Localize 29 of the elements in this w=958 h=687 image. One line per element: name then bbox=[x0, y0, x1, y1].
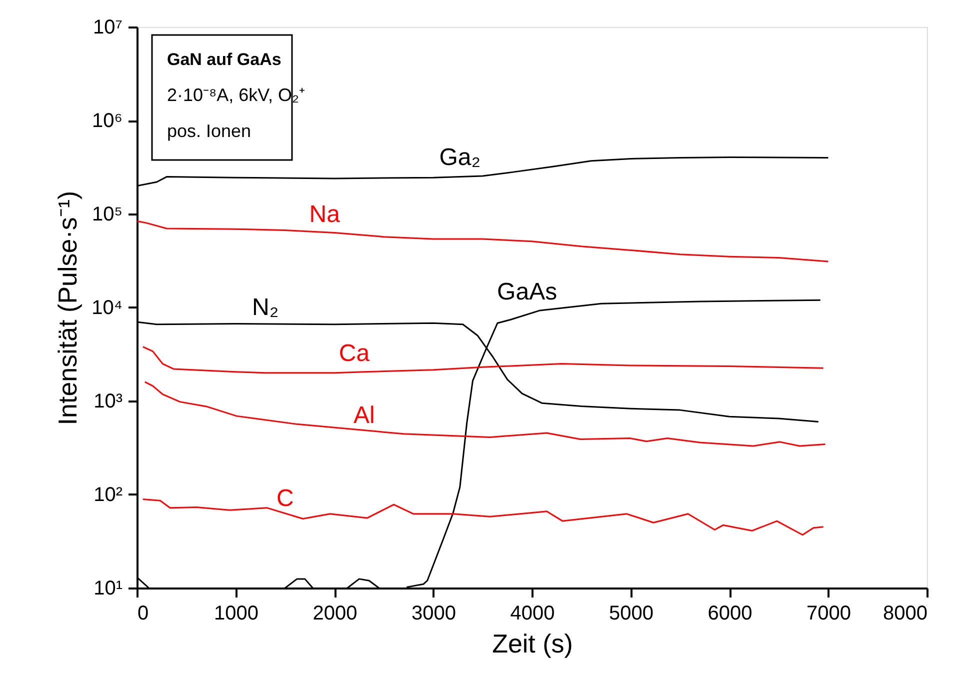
y-tick-label: 10¹ bbox=[94, 578, 123, 600]
y-axis-title: Intensität (Pulse·s⁻¹) bbox=[52, 190, 83, 426]
series-label: Ga₂ bbox=[439, 144, 481, 171]
series-label: C bbox=[276, 484, 294, 512]
x-tick-label: 0 bbox=[138, 602, 149, 624]
series-label: Al bbox=[353, 402, 375, 429]
text: GaN auf GaAs bbox=[167, 50, 282, 69]
y-tick-label: 10⁴ bbox=[92, 297, 122, 319]
x-tick-label: 1000 bbox=[214, 602, 258, 624]
x-tick-label: 7000 bbox=[806, 602, 851, 624]
y-tick-label: 10⁶ bbox=[92, 110, 122, 132]
x-axis-title: Zeit (s) bbox=[492, 628, 573, 658]
x-tick-label: 2000 bbox=[312, 602, 358, 624]
x-tick-label: 8000 bbox=[883, 602, 928, 624]
x-tick-label: 4000 bbox=[510, 602, 555, 624]
x-tick-label: 3000 bbox=[412, 602, 456, 624]
line-series bbox=[142, 346, 824, 374]
x-tick-label: 5000 bbox=[609, 602, 654, 624]
series-label: N₂ bbox=[252, 294, 279, 321]
x-tick-label: 6000 bbox=[708, 602, 752, 624]
series-label: GaAs bbox=[497, 278, 558, 306]
y-tick-label: 10⁷ bbox=[93, 16, 122, 38]
line-series bbox=[144, 381, 826, 447]
series-label: Ca bbox=[338, 340, 370, 367]
y-tick-label: 10³ bbox=[94, 390, 123, 412]
series-label: Na bbox=[309, 200, 341, 228]
y-tick-label: 10⁵ bbox=[92, 204, 122, 226]
annotation: pos. Ionen bbox=[167, 121, 252, 141]
y-tick-label: 10² bbox=[94, 484, 123, 506]
